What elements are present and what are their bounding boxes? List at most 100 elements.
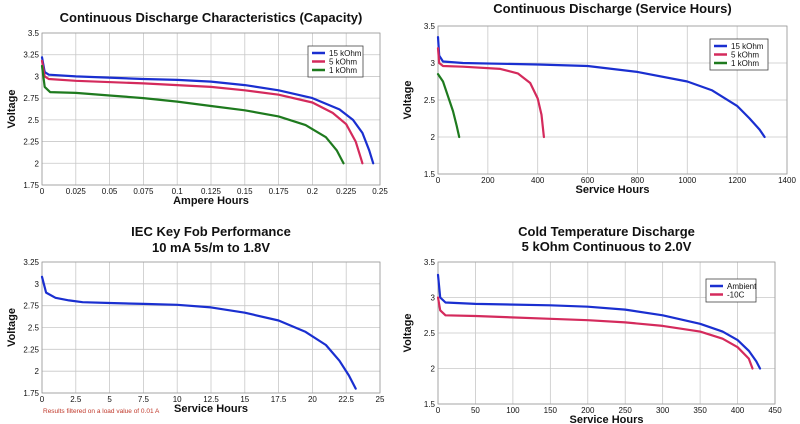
x-tick-label: 25 (376, 395, 385, 404)
x-tick-label: 450 (768, 406, 782, 415)
plot-frame (437, 25, 788, 175)
x-tick-label: 600 (581, 176, 595, 185)
x-tick-label: 0 (436, 406, 441, 415)
x-tick-label: 0.125 (201, 187, 222, 196)
chart-subtitle: 10 mA 5s/m to 1.8V (152, 240, 270, 255)
chart-title: Cold Temperature Discharge (518, 224, 695, 239)
y-tick-label: 2.5 (28, 116, 40, 125)
x-tick-label: 150 (544, 406, 558, 415)
x-tick-label: 0.075 (133, 187, 154, 196)
x-tick-label: 350 (693, 406, 707, 415)
series-line-5-kohm (436, 47, 545, 139)
x-tick-label: 400 (731, 406, 745, 415)
legend-label: 1 kOhm (731, 59, 759, 68)
y-tick-label: 1.75 (23, 389, 39, 398)
y-axis-label: Voltage (6, 90, 18, 129)
chart-title: IEC Key Fob Performance (131, 224, 291, 239)
y-tick-label: 3 (35, 280, 40, 289)
x-tick-label: 17.5 (271, 395, 287, 404)
y-tick-label: 2.5 (424, 329, 436, 338)
x-tick-label: 7.5 (138, 395, 150, 404)
x-tick-label: 0 (436, 176, 441, 185)
x-tick-label: 200 (581, 406, 595, 415)
x-tick-label: 5 (107, 395, 112, 404)
series-line-1-kohm (40, 64, 345, 165)
y-tick-label: 2.25 (23, 345, 39, 354)
y-tick-label: 3.25 (23, 258, 39, 267)
y-tick-label: 2 (431, 133, 436, 142)
legend-label: 1 kOhm (329, 66, 357, 75)
x-tick-label: 0.025 (66, 187, 87, 196)
legend-label: 5 kOhm (329, 58, 357, 67)
legend-label: Ambient (727, 282, 757, 291)
chart-title: Continuous Discharge Characteristics (Ca… (60, 10, 363, 25)
y-tick-label: 2.75 (23, 302, 39, 311)
chart-2: Continuous Discharge (Service Hours) 0 200… (402, 1, 796, 196)
y-axis-label: Voltage (6, 308, 18, 347)
y-tick-label: 2 (431, 365, 436, 374)
y-tick-label: 3.25 (23, 51, 39, 60)
x-tick-label: 2.5 (70, 395, 82, 404)
series-line-1 (40, 275, 357, 390)
x-tick-label: 0.175 (269, 187, 290, 196)
plot-frame (41, 32, 381, 186)
x-tick-label: 100 (506, 406, 520, 415)
legend-label: 15 kOhm (329, 49, 362, 58)
legend: Ambient-10C (705, 278, 757, 303)
y-tick-label: 2.5 (28, 324, 40, 333)
x-tick-label: 800 (631, 176, 645, 185)
legend-label: 5 kOhm (731, 51, 759, 60)
x-tick-label: 10 (173, 395, 182, 404)
x-tick-label: 15 (240, 395, 249, 404)
x-tick-label: 0 (40, 395, 45, 404)
x-tick-label: 20 (308, 395, 317, 404)
x-axis-label: Service Hours (570, 414, 644, 424)
series-line--10c (436, 296, 754, 370)
y-tick-label: 1.5 (424, 400, 436, 409)
x-tick-label: 250 (619, 406, 633, 415)
x-tick-label: 50 (471, 406, 480, 415)
legend-box (307, 45, 364, 78)
y-axis-label: Voltage (402, 81, 414, 120)
x-tick-label: 1400 (778, 176, 796, 185)
x-axis-label: Service Hours (576, 184, 650, 196)
y-tick-label: 3.5 (28, 29, 40, 38)
y-tick-label: 2 (35, 367, 40, 376)
x-tick-label: 400 (531, 176, 545, 185)
series-line-5-kohm (40, 59, 364, 165)
x-tick-label: 0.225 (336, 187, 357, 196)
chart-1: Continuous Discharge Characteristics (Ca… (6, 10, 388, 207)
legend-label: 15 kOhm (731, 42, 764, 51)
legend-label: -10C (727, 291, 745, 300)
y-tick-label: 3.5 (424, 22, 436, 31)
chart-subtitle: 5 kOhm Continuous to 2.0V (522, 239, 692, 254)
plot-frame (41, 261, 381, 394)
chart-title: Continuous Discharge (Service Hours) (493, 1, 731, 16)
y-tick-label: 3.5 (424, 258, 436, 267)
y-tick-label: 2 (35, 159, 40, 168)
x-tick-label: 0.1 (172, 187, 184, 196)
series-line-1-kohm (436, 73, 461, 139)
x-tick-label: 0.15 (237, 187, 253, 196)
x-axis-label: Ampere Hours (173, 195, 249, 207)
plot-frame (437, 261, 776, 405)
y-tick-label: 3 (431, 59, 436, 68)
y-axis-label: Voltage (402, 314, 414, 353)
x-tick-label: 300 (656, 406, 670, 415)
x-tick-label: 12.5 (203, 395, 219, 404)
x-tick-label: 0.25 (372, 187, 388, 196)
y-tick-label: 2.5 (424, 96, 436, 105)
series-line-15-kohm (40, 56, 375, 165)
x-axis-label: Service Hours (174, 403, 248, 415)
x-tick-label: 22.5 (338, 395, 354, 404)
filter-note: Results filtered on a load value of 0.01… (43, 408, 160, 415)
series-line-ambient (436, 273, 762, 370)
x-tick-label: 200 (481, 176, 495, 185)
y-tick-label: 2.25 (23, 138, 39, 147)
x-tick-label: 0.2 (307, 187, 319, 196)
x-tick-label: 0 (40, 187, 45, 196)
y-tick-label: 2.75 (23, 94, 39, 103)
